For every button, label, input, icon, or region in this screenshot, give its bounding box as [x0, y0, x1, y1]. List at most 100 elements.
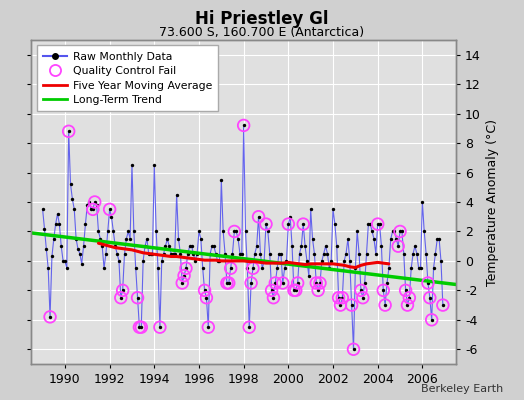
- Point: [200, 287, 209, 294]
- Point: [338, 294, 346, 301]
- Point: [212, 250, 220, 257]
- Point: [143, 236, 151, 242]
- Y-axis label: Temperature Anomaly (°C): Temperature Anomaly (°C): [486, 118, 499, 286]
- Point: [269, 294, 278, 301]
- Point: [208, 243, 216, 249]
- Point: [104, 228, 112, 235]
- Point: [271, 280, 279, 286]
- Point: [407, 265, 416, 272]
- Point: [366, 221, 375, 227]
- Text: Berkeley Earth: Berkeley Earth: [421, 384, 503, 394]
- Point: [81, 221, 90, 227]
- Point: [158, 258, 166, 264]
- Point: [362, 250, 370, 257]
- Point: [92, 202, 101, 208]
- Point: [152, 228, 160, 235]
- Point: [57, 243, 66, 249]
- Point: [258, 265, 267, 272]
- Point: [314, 287, 322, 294]
- Point: [223, 280, 231, 286]
- Point: [282, 258, 291, 264]
- Point: [273, 265, 281, 272]
- Point: [304, 272, 313, 279]
- Point: [334, 294, 343, 301]
- Point: [96, 236, 104, 242]
- Point: [50, 236, 58, 242]
- Point: [381, 302, 389, 308]
- Point: [167, 250, 175, 257]
- Point: [417, 265, 425, 272]
- Point: [254, 214, 263, 220]
- Point: [102, 250, 110, 257]
- Point: [428, 317, 436, 323]
- Point: [128, 162, 136, 168]
- Point: [193, 250, 201, 257]
- Point: [154, 265, 162, 272]
- Point: [385, 265, 393, 272]
- Point: [280, 265, 289, 272]
- Point: [429, 265, 438, 272]
- Point: [249, 265, 257, 272]
- Point: [414, 265, 423, 272]
- Point: [262, 221, 270, 227]
- Point: [405, 294, 413, 301]
- Point: [64, 128, 73, 134]
- Point: [403, 302, 412, 308]
- Point: [293, 280, 302, 286]
- Point: [347, 302, 356, 308]
- Point: [100, 265, 108, 272]
- Point: [284, 221, 292, 227]
- Point: [74, 246, 82, 252]
- Point: [51, 221, 60, 227]
- Point: [370, 236, 378, 242]
- Point: [183, 250, 192, 257]
- Point: [301, 243, 309, 249]
- Point: [307, 206, 315, 212]
- Point: [117, 294, 125, 301]
- Point: [374, 221, 382, 227]
- Point: [124, 228, 133, 235]
- Point: [176, 250, 184, 257]
- Point: [247, 280, 255, 286]
- Point: [200, 287, 209, 294]
- Point: [137, 324, 146, 330]
- Point: [253, 243, 261, 249]
- Point: [331, 221, 339, 227]
- Point: [53, 210, 62, 217]
- Point: [98, 243, 106, 249]
- Point: [89, 206, 97, 212]
- Point: [425, 294, 434, 301]
- Point: [156, 324, 164, 330]
- Point: [279, 280, 287, 286]
- Point: [374, 221, 382, 227]
- Point: [428, 317, 436, 323]
- Point: [185, 243, 194, 249]
- Point: [146, 250, 155, 257]
- Point: [156, 324, 164, 330]
- Point: [236, 250, 244, 257]
- Point: [230, 228, 238, 235]
- Point: [398, 228, 406, 235]
- Point: [299, 221, 308, 227]
- Point: [361, 280, 369, 286]
- Point: [262, 221, 270, 227]
- Point: [387, 236, 395, 242]
- Point: [182, 265, 190, 272]
- Point: [347, 302, 356, 308]
- Point: [89, 206, 97, 212]
- Point: [400, 250, 408, 257]
- Point: [264, 228, 272, 235]
- Point: [418, 199, 427, 205]
- Point: [134, 294, 142, 301]
- Point: [381, 302, 389, 308]
- Point: [210, 243, 218, 249]
- Point: [329, 206, 337, 212]
- Point: [219, 228, 227, 235]
- Point: [310, 250, 319, 257]
- Point: [247, 280, 255, 286]
- Point: [178, 280, 187, 286]
- Point: [267, 287, 276, 294]
- Point: [223, 280, 231, 286]
- Point: [271, 280, 279, 286]
- Point: [297, 243, 305, 249]
